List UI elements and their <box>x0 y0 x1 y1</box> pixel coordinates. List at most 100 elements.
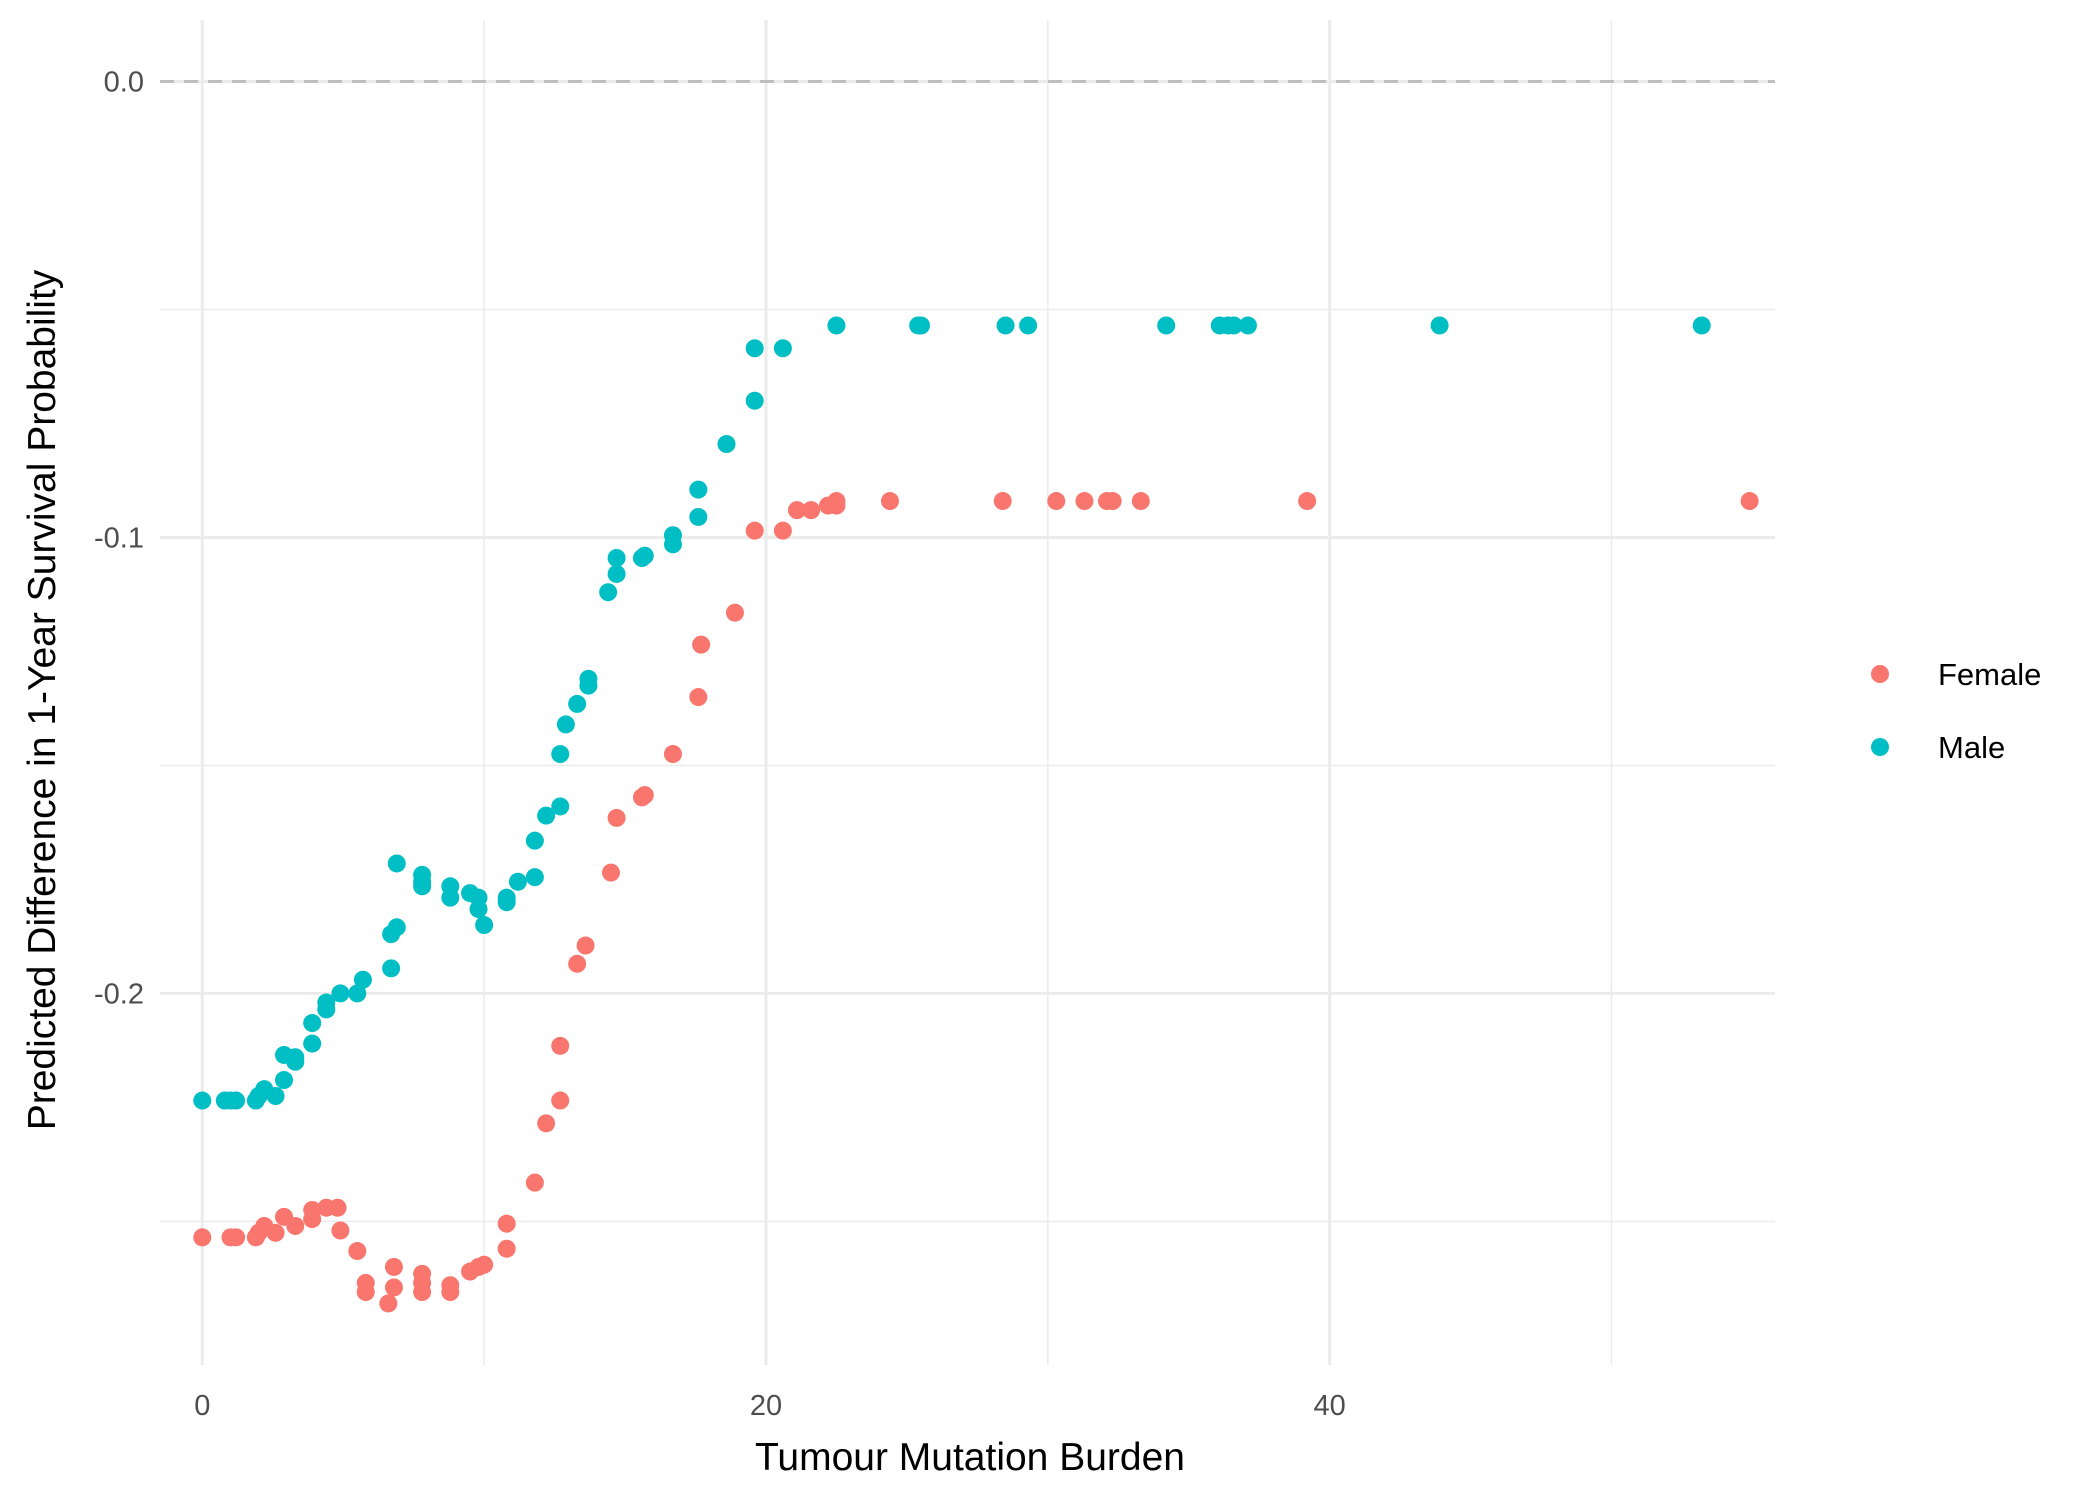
male-point-48 <box>635 546 654 565</box>
male-point-30 <box>469 900 488 919</box>
male-point-68 <box>1692 316 1711 335</box>
female-point-22 <box>413 1283 432 1302</box>
x-axis-ticks: 0 20 40 <box>194 1390 1346 1422</box>
female-point-59 <box>1740 492 1759 511</box>
female-point-2 <box>227 1228 246 1247</box>
female-point-45 <box>773 521 792 540</box>
male-point-19 <box>382 959 401 978</box>
male-point-16 <box>331 984 350 1003</box>
male-point-33 <box>497 893 516 912</box>
male-point-59 <box>911 316 930 335</box>
male-point-34 <box>508 872 527 891</box>
female-point-33 <box>551 1036 570 1055</box>
male-point-46 <box>607 549 626 567</box>
series-female-points <box>193 492 1759 1313</box>
male-point-66 <box>1238 316 1257 335</box>
female-point-36 <box>601 863 620 882</box>
male-point-15 <box>317 993 336 1012</box>
male-point-3 <box>227 1091 246 1110</box>
female-point-46 <box>787 501 806 520</box>
legend-key-male <box>1871 738 1889 756</box>
female-point-28 <box>497 1214 516 1233</box>
male-point-45 <box>607 564 626 583</box>
male-point-50 <box>663 526 682 545</box>
male-point-57 <box>827 316 846 335</box>
female-point-35 <box>576 936 595 955</box>
female-point-58 <box>1298 492 1317 511</box>
male-point-27 <box>441 888 460 907</box>
female-point-51 <box>880 492 899 511</box>
female-point-29 <box>497 1239 516 1258</box>
male-point-54 <box>745 391 764 410</box>
female-point-47 <box>802 501 821 520</box>
male-point-61 <box>1019 316 1038 335</box>
y-tick-label-2: -0.2 <box>94 978 144 1010</box>
female-point-39 <box>635 786 654 805</box>
male-point-41 <box>568 694 587 713</box>
minor-gridlines <box>160 20 1775 1365</box>
male-point-65 <box>1224 316 1243 335</box>
male-point-39 <box>551 745 570 764</box>
x-tick-label-0: 0 <box>194 1390 210 1422</box>
male-point-21 <box>387 918 406 937</box>
female-point-17 <box>379 1294 398 1313</box>
male-point-18 <box>353 970 372 989</box>
male-point-31 <box>475 916 494 935</box>
male-point-43 <box>579 669 598 688</box>
y-axis-title: Predicted Difference in 1-Year Survival … <box>21 269 64 1130</box>
male-point-37 <box>537 806 556 825</box>
female-point-24 <box>441 1283 460 1302</box>
male-point-52 <box>689 480 708 499</box>
female-point-50 <box>827 492 846 511</box>
male-point-25 <box>413 877 432 896</box>
female-point-18 <box>384 1257 403 1276</box>
female-point-53 <box>1047 492 1066 511</box>
female-point-44 <box>745 521 764 540</box>
female-point-30 <box>525 1173 544 1192</box>
legend-key-female <box>1871 665 1889 683</box>
male-point-17 <box>348 984 367 1003</box>
male-point-40 <box>556 715 575 734</box>
legend-label-female: Female <box>1938 657 2041 692</box>
male-point-12 <box>303 1034 322 1053</box>
male-point-13 <box>303 1014 322 1033</box>
male-point-67 <box>1430 316 1449 335</box>
male-point-8 <box>275 1071 294 1090</box>
female-point-56 <box>1103 492 1122 511</box>
male-point-11 <box>286 1052 305 1071</box>
female-point-6 <box>266 1223 285 1242</box>
female-point-37 <box>607 808 626 827</box>
female-point-41 <box>689 688 708 707</box>
female-point-27 <box>475 1255 494 1274</box>
y-tick-label-1: -0.1 <box>94 522 144 554</box>
female-point-14 <box>348 1242 367 1261</box>
male-point-56 <box>773 339 792 358</box>
male-point-44 <box>599 583 618 602</box>
legend: Female Male <box>1871 657 2041 765</box>
male-point-60 <box>996 316 1015 335</box>
female-point-31 <box>537 1114 556 1133</box>
male-point-38 <box>551 797 570 816</box>
male-point-0 <box>193 1091 212 1110</box>
x-tick-label-1: 20 <box>750 1390 782 1422</box>
series-male-points <box>193 316 1711 1110</box>
female-point-57 <box>1131 492 1150 511</box>
female-point-16 <box>356 1283 375 1302</box>
male-point-7 <box>266 1087 285 1105</box>
male-point-35 <box>525 868 544 887</box>
y-tick-label-0: 0.0 <box>104 67 144 99</box>
y-axis-ticks: 0.0 -0.1 -0.2 <box>94 67 144 1011</box>
female-point-43 <box>725 603 744 622</box>
female-point-12 <box>328 1198 347 1217</box>
male-point-51 <box>689 507 708 526</box>
female-point-52 <box>993 492 1012 511</box>
legend-label-male: Male <box>1938 730 2005 765</box>
male-point-62 <box>1157 316 1176 335</box>
female-point-10 <box>303 1210 322 1229</box>
x-tick-label-2: 40 <box>1314 1390 1346 1422</box>
female-point-0 <box>193 1228 212 1247</box>
male-point-36 <box>525 831 544 850</box>
female-point-54 <box>1075 492 1094 511</box>
